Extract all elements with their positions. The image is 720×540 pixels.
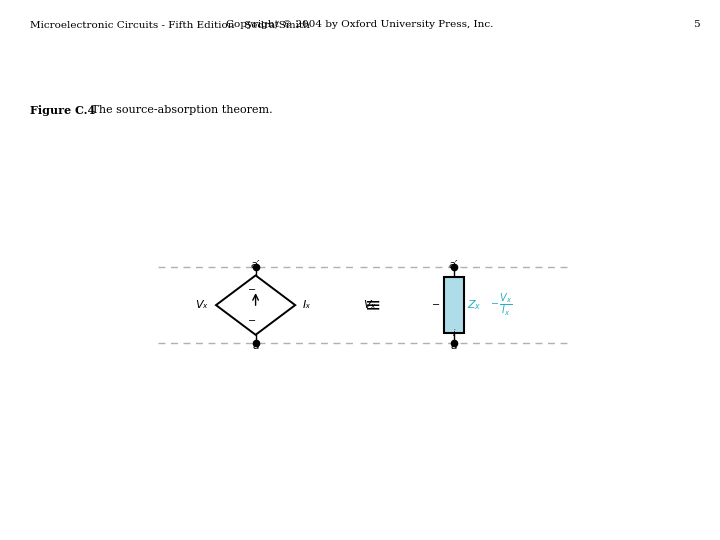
Text: Vₓ: Vₓ [195,300,208,310]
Text: a′: a′ [449,260,459,271]
Text: Microelectronic Circuits - Fifth Edition   Sedra/Smith: Microelectronic Circuits - Fifth Edition… [30,20,310,29]
Text: 5: 5 [693,20,700,29]
Text: Figure C.4: Figure C.4 [30,105,95,116]
Text: Copyright © 2004 by Oxford University Press, Inc.: Copyright © 2004 by Oxford University Pr… [226,20,494,29]
Text: Iₓ: Iₓ [303,300,312,310]
Text: The source-absorption theorem.: The source-absorption theorem. [88,105,273,115]
Text: −: − [248,285,256,295]
Text: a′: a′ [251,260,261,271]
Text: i: i [452,329,455,338]
Text: $\equiv$: $\equiv$ [361,295,381,315]
Text: a: a [252,341,259,351]
Text: −: − [433,300,441,310]
Text: a: a [450,341,457,351]
Polygon shape [216,275,295,335]
Text: −: − [248,315,256,326]
FancyBboxPatch shape [444,277,464,333]
Text: $-\,\dfrac{V_x}{I_x}$: $-\,\dfrac{V_x}{I_x}$ [490,292,513,319]
Text: $Z_x$: $Z_x$ [467,298,481,312]
Text: Vₓ: Vₓ [364,300,376,310]
